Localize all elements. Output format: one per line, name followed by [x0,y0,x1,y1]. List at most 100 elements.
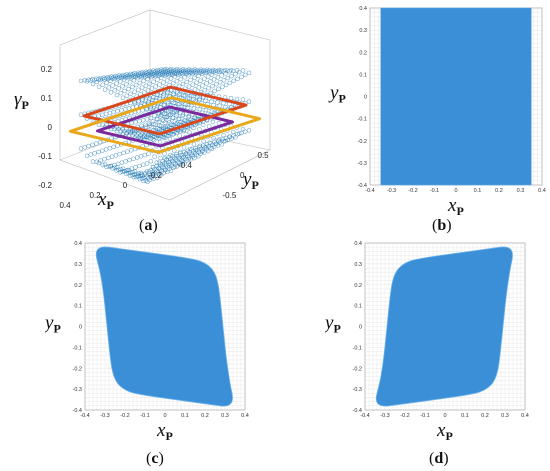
cloud-point [134,171,139,177]
cloud-point [148,115,154,121]
workspace-region [95,246,233,407]
cloud-point [112,165,118,171]
cloud-point [114,81,119,86]
cloud-point [246,70,252,76]
cloud-point [102,87,108,92]
cloud-point [175,90,180,95]
cloud-point [162,73,168,78]
cloud-point [100,82,106,88]
caption-c: (c) [146,450,164,467]
cloud-point [161,91,167,97]
cloud-point [130,172,135,178]
cloud-point [149,124,154,130]
cloud-point [158,172,164,177]
cloud-point [106,85,112,90]
cloud-point [190,71,195,77]
cloud-point [90,81,96,87]
y-tick-label: 0.4 [359,6,367,12]
cloud-point [138,170,144,176]
x-tick-label: -0.2 [408,188,417,194]
cloud-point [149,86,155,91]
x-tick-label: -0.2 [148,171,162,180]
cloud-point [191,93,196,99]
cloud-point [240,68,246,73]
cloud-point [148,158,154,164]
y-axis-label: yP [328,83,346,106]
cloud-point [205,74,211,79]
cloud-point [181,127,187,132]
cloud-point [164,90,170,96]
cloud-point [142,172,148,177]
x-tick-label: 0 [163,413,166,419]
z-tick-label: 0 [48,123,53,132]
x-tick-label: 0.2 [89,191,101,200]
x-tick-label: -0.2 [120,413,129,419]
cloud-point [140,173,145,178]
cloud-point [94,79,100,85]
y-tick-label: 0.1 [354,304,362,310]
x-tick-label: 0.4 [521,413,529,419]
y-tick-label: -0.2 [358,139,367,145]
cloud-point [133,174,139,180]
cloud-point [240,126,246,132]
cloud-point [140,162,146,168]
cloud-point [112,88,118,93]
cloud-point [197,96,202,102]
cloud-point [229,73,234,79]
cloud-point [138,154,144,159]
cloud-point [168,76,174,81]
y-tick-label: -0.4 [73,408,82,414]
cloud-point [178,119,184,125]
cloud-point [225,75,230,81]
cloud-point [184,79,190,85]
cloud-point [118,170,123,175]
cloud-point [131,77,137,83]
y-tick-label: 0.2 [354,283,362,289]
x-axis-label: xP [447,195,464,218]
cloud-point [171,100,176,106]
cloud-point [126,86,131,92]
x-tick-label: 0.2 [201,413,209,419]
cloud-point [107,145,113,151]
cloud-point [212,88,217,94]
cloud-point [186,72,191,78]
cloud-point [221,77,227,83]
cloud-point [131,156,136,162]
cloud-point [122,107,128,112]
cloud-point [113,153,119,158]
cloud-point [100,112,105,118]
cloud-point [217,137,222,142]
cloud-point [213,70,218,75]
cloud-point [234,96,240,102]
cloud-point [160,134,166,140]
cloud-point [145,88,151,93]
cloud-point [142,152,148,158]
y-tick-label: -0.5 [223,191,237,200]
workspace-region [375,246,513,407]
cloud-point [124,82,129,87]
ticks-a: -0.2 -0.1 0 0.1 0.2 -0.4 -0.2 0 0.2 0.4 -0.5 0 0.5 [38,65,269,210]
cloud-point [118,90,124,96]
cloud-point [122,88,127,94]
cloud-point [166,118,172,123]
cloud-point [239,130,244,136]
cloud-point [170,80,176,86]
cloud-point [136,171,142,176]
cloud-point [96,160,102,166]
cloud-point [202,87,208,93]
cloud-point [137,176,143,182]
y-tick-label: 0.1 [74,304,82,310]
cloud-point [231,78,236,84]
cloud-point [190,82,196,87]
cloud-point [204,81,209,86]
cloud-point [169,99,175,104]
cloud-point [170,115,175,121]
z-tick-label: -0.2 [38,181,52,190]
cloud-point [90,142,95,148]
cloud-point [209,72,215,77]
cloud-point [242,129,248,134]
cloud-point [155,126,160,131]
cloud-point [200,122,206,128]
level-curves-a [69,85,261,154]
x-tick-label: 0.4 [59,201,71,210]
